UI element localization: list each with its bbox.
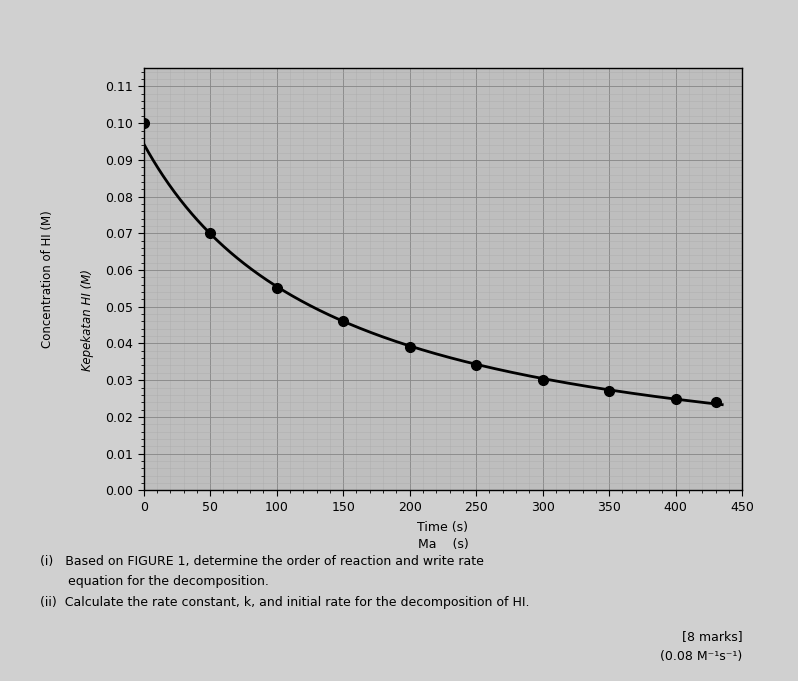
Point (271, 283, 283, 294)
Point (670, 393, 682, 404)
Text: Kepekatan HI (M): Kepekatan HI (M) (81, 269, 94, 371)
Point (137, 118, 150, 129)
Point (403, 342, 416, 353)
Point (203, 228, 216, 239)
Text: equation for the decomposition.: equation for the decomposition. (40, 575, 269, 588)
Text: [8 marks]: [8 marks] (681, 630, 742, 643)
Point (709, 397, 722, 408)
Point (602, 385, 615, 396)
Text: (ii)  Calculate the rate constant, k, and initial rate for the decomposition of : (ii) Calculate the rate constant, k, and… (40, 596, 529, 609)
Point (470, 360, 483, 371)
Text: Time (s): Time (s) (417, 521, 468, 535)
Point (536, 375, 549, 385)
Text: (0.08 M⁻¹s⁻¹): (0.08 M⁻¹s⁻¹) (660, 650, 742, 663)
Text: Ma    (s): Ma (s) (417, 538, 468, 552)
Text: (i)   Based on FIGURE 1, determine the order of reaction and write rate: (i) Based on FIGURE 1, determine the ord… (40, 555, 484, 568)
Text: Concentration of HI (M): Concentration of HI (M) (41, 210, 54, 348)
Point (337, 316, 350, 327)
